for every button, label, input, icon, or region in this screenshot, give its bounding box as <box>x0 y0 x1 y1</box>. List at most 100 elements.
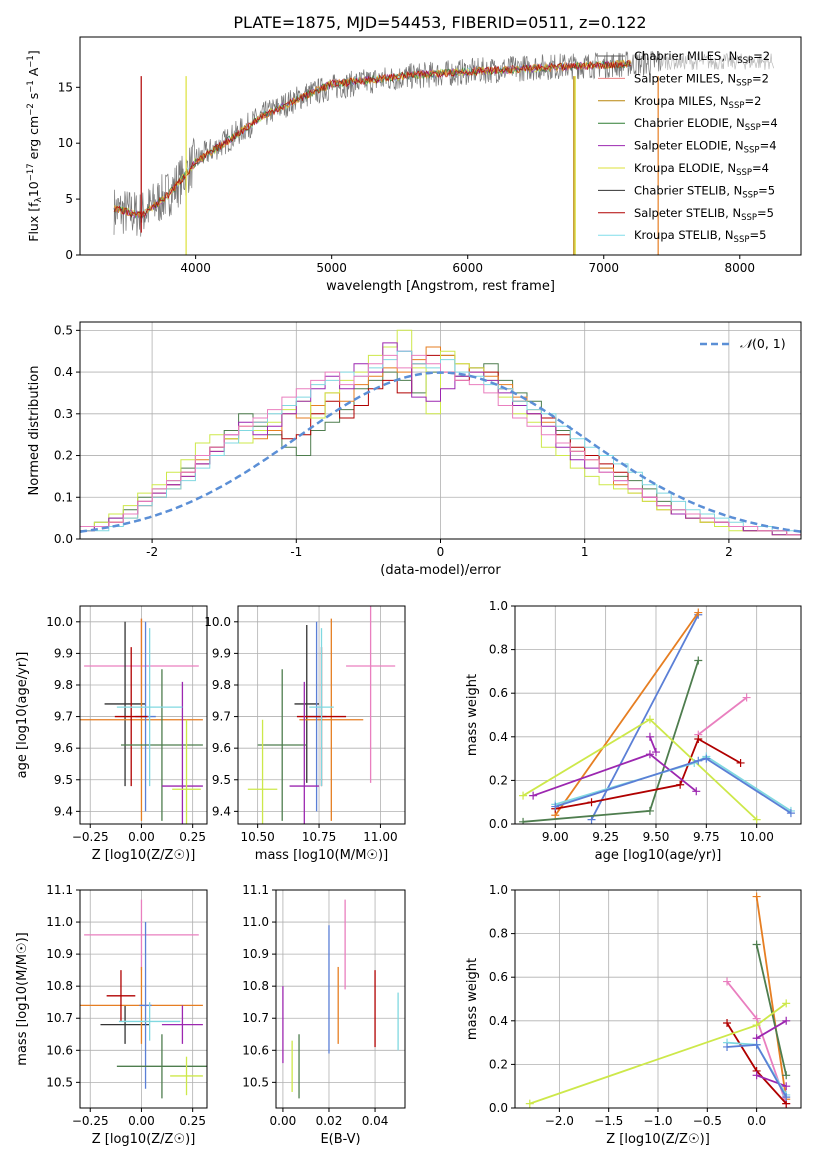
histogram-lines <box>80 329 801 536</box>
weight-point-marker <box>694 756 703 765</box>
errorbars <box>282 899 399 1099</box>
x-axis-label: Z [log10(Z/Z☉)] <box>92 1132 196 1147</box>
y-tick-label: 1.0 <box>489 599 508 613</box>
y-tick-label: 0.0 <box>489 817 508 831</box>
weight-series-line <box>756 1020 787 1039</box>
y-tick-label: 11.1 <box>242 883 269 897</box>
weight-point-marker <box>519 817 528 824</box>
legend-entry: Chabrier MILES, NSSP=2 <box>634 49 770 66</box>
y-tick-label: 10.7 <box>242 1011 269 1025</box>
x-tick-label: 0.00 <box>270 1114 297 1128</box>
weight-point-marker <box>752 1071 761 1080</box>
weight-point-marker <box>782 999 791 1008</box>
weight-point-marker <box>742 693 751 702</box>
y-tick-label: 9.8 <box>212 678 231 692</box>
y-tick-label: 0.3 <box>54 407 73 421</box>
weight-series-line <box>555 757 792 814</box>
age-vs-metallicity-panel: −0.25 0.00 0.25 9.4 9.5 9.6 9.7 9.8 9.9 10.0 Z [lo… <box>15 605 208 863</box>
x-tick-label: 0 <box>437 545 445 559</box>
y-tick-label: 5 <box>65 192 73 206</box>
legend-entry: Kroupa STELIB, NSSP=5 <box>634 228 766 245</box>
weight-point-marker <box>723 1018 732 1027</box>
weight-series-line <box>554 611 700 816</box>
weight-point-marker <box>736 758 745 767</box>
y-tick-label: 9.9 <box>212 646 231 660</box>
mass-vs-metallicity-panel: −0.25 0.00 0.25 10.5 10.6 10.7 10.8 10.9 11.0 11.… <box>15 883 208 1147</box>
x-tick-label: 0.00 <box>128 830 155 844</box>
weight-point-marker <box>694 734 703 743</box>
legend-entry: Salpeter MILES, NSSP=2 <box>634 71 769 88</box>
weight-point-marker <box>529 791 538 800</box>
y-tick-label: 9.4 <box>212 804 231 818</box>
x-tick-label: −1.0 <box>643 1114 672 1128</box>
weight-series-line <box>755 944 788 1076</box>
x-tick-label: -1 <box>290 545 302 559</box>
y-tick-label: 10.5 <box>46 1075 73 1089</box>
x-tick-label: 6000 <box>452 261 483 275</box>
x-tick-label: 0.25 <box>179 1114 206 1128</box>
weight-point-marker <box>782 1093 791 1102</box>
y-tick-label: 9.6 <box>54 741 73 755</box>
weight-point-marker <box>645 732 654 741</box>
y-tick-label: 11.0 <box>242 915 269 929</box>
weight-point-marker <box>702 754 711 763</box>
plot-frame <box>514 605 802 825</box>
legend-entry: Kroupa MILES, NSSP=2 <box>634 94 761 111</box>
y-tick-label: 0.5 <box>54 323 73 337</box>
x-tick-label: −2.0 <box>545 1114 574 1128</box>
legend-entry: Chabrier ELODIE, NSSP=4 <box>634 116 778 133</box>
y-tick-label: 9.4 <box>54 804 73 818</box>
weight-series-line <box>756 1074 787 1088</box>
plot-frame <box>79 36 802 256</box>
weight-point-marker <box>782 1016 791 1025</box>
y-tick-label: 9.7 <box>54 710 73 724</box>
figure-title: PLATE=1875, MJD=54453, FIBERID=0511, z=0… <box>233 13 646 32</box>
x-tick-label: 0.00 <box>128 1114 155 1128</box>
weight-point-marker <box>551 802 560 811</box>
legend-entry: Chabrier STELIB, NSSP=5 <box>634 183 775 200</box>
legend-entry: Salpeter STELIB, NSSP=5 <box>634 206 774 223</box>
x-tick-label: 8000 <box>725 261 756 275</box>
y-tick-label: 0.0 <box>489 1101 508 1115</box>
observed-spectrum-tail-line <box>660 52 775 71</box>
mass-weight-vs-age-panel: 9.00 9.25 9.50 9.75 10.00 0.0 0.2 0.4 0.6 0.8 1.0 a… <box>465 599 802 863</box>
x-tick-label: 11.00 <box>363 830 397 844</box>
weight-point-marker <box>786 809 795 818</box>
plot-frame <box>237 605 406 825</box>
weight-point-marker <box>587 798 596 807</box>
y-tick-label: 0.6 <box>489 970 508 984</box>
y-tick-label: 0 <box>65 248 73 262</box>
weight-point-marker <box>723 977 732 986</box>
weight-point-marker <box>752 815 761 824</box>
age-vs-mass-panel: 10.50 10.75 11.00 9.4 9.5 9.6 9.7 9.8 9.9 10.0 mas… <box>204 605 406 863</box>
y-tick-label: 0.4 <box>489 730 508 744</box>
x-axis-label: Z [log10(Z/Z☉)] <box>606 1132 710 1147</box>
y-axis-label: mass [log10(M/M☉)] <box>15 932 30 1065</box>
weight-series-line <box>755 896 788 1100</box>
plot-frame <box>79 321 802 540</box>
x-tick-label: 10.50 <box>240 830 274 844</box>
weight-point-marker <box>692 787 701 796</box>
x-tick-label: 9.25 <box>592 830 619 844</box>
y-tick-label: 10.8 <box>46 979 73 993</box>
y-tick-label: 0.2 <box>489 773 508 787</box>
y-tick-label: 9.5 <box>54 773 73 787</box>
weight-point-marker <box>752 1021 761 1030</box>
y-axis-label: mass weight <box>465 674 480 756</box>
weight-series-line <box>649 736 657 753</box>
weight-point-marker <box>519 791 528 800</box>
x-tick-label: 4000 <box>180 261 211 275</box>
y-tick-label: 0.2 <box>489 1057 508 1071</box>
y-tick-label: 0.8 <box>489 927 508 941</box>
x-axis-label: Z [log10(Z/Z☉)] <box>92 848 196 863</box>
histogram-legend: 𝒩(0, 1) <box>700 336 786 351</box>
weight-point-marker <box>651 748 660 757</box>
y-axis-label: age [log10(age/yr)] <box>15 652 30 779</box>
weight-point-marker <box>782 1071 791 1080</box>
weight-point-marker <box>752 940 761 949</box>
x-tick-label: 5000 <box>316 261 347 275</box>
spectrum-panel: 4000 5000 6000 7000 8000 0 5 10 15 Chabrier MILES… <box>26 36 802 294</box>
weight-point-marker <box>752 892 761 901</box>
spectrum-lines <box>113 50 775 255</box>
y-tick-label: 10.9 <box>242 947 269 961</box>
